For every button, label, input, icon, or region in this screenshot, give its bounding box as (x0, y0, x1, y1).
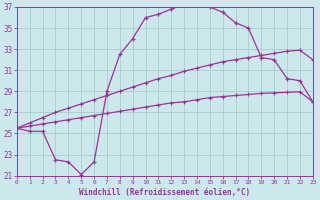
X-axis label: Windchill (Refroidissement éolien,°C): Windchill (Refroidissement éolien,°C) (79, 188, 250, 197)
